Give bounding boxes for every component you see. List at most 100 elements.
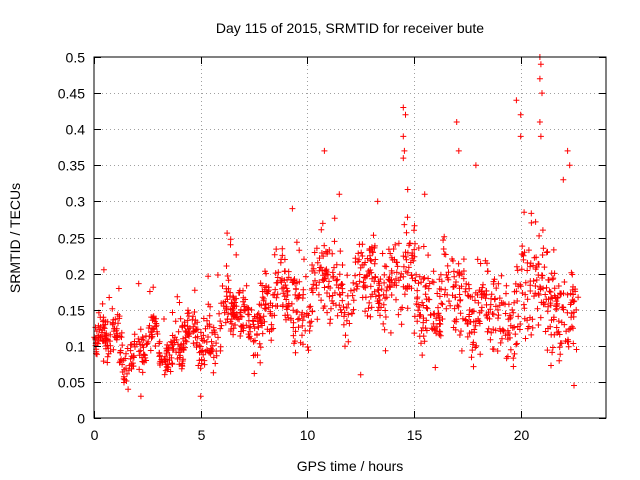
data-point <box>432 364 439 371</box>
data-point <box>387 329 394 336</box>
data-point <box>302 273 309 280</box>
data-point <box>310 281 317 288</box>
data-point <box>339 262 346 268</box>
data-point <box>509 324 516 331</box>
data-point <box>111 333 118 340</box>
data-point <box>375 278 382 285</box>
data-point <box>197 343 204 350</box>
data-point <box>217 325 224 332</box>
x-tick-label: 0 <box>91 427 99 443</box>
data-point <box>436 314 443 321</box>
data-point <box>193 344 200 351</box>
data-point <box>161 316 167 322</box>
data-point <box>200 315 207 322</box>
data-point <box>223 288 230 295</box>
data-point <box>490 281 497 287</box>
data-point <box>423 296 430 303</box>
data-point <box>110 346 117 353</box>
data-point <box>386 274 393 281</box>
data-point <box>321 284 328 291</box>
data-point <box>458 328 464 335</box>
data-point <box>154 328 160 335</box>
data-point <box>535 322 542 328</box>
data-point <box>540 245 547 252</box>
data-point <box>242 307 249 314</box>
data-point <box>237 333 244 339</box>
data-point <box>400 263 407 270</box>
data-point <box>196 357 203 364</box>
data-point <box>299 322 306 329</box>
data-point <box>349 310 356 317</box>
data-point <box>156 360 163 367</box>
data-point <box>191 309 198 315</box>
data-point <box>470 363 477 370</box>
data-point <box>466 313 472 320</box>
data-point <box>417 311 424 318</box>
data-point <box>352 259 359 266</box>
data-point <box>512 331 519 338</box>
data-point <box>440 246 447 252</box>
data-point <box>541 264 548 271</box>
data-point <box>398 321 405 328</box>
data-point <box>342 343 348 350</box>
data-point <box>440 237 447 244</box>
data-point <box>301 256 307 263</box>
data-point <box>438 278 445 285</box>
data-point <box>190 313 196 320</box>
data-point <box>535 290 542 297</box>
plot-frame <box>93 56 607 419</box>
data-point <box>255 310 262 317</box>
data-point <box>500 300 507 307</box>
data-point <box>290 332 297 339</box>
data-point <box>402 249 409 256</box>
data-point <box>478 307 485 314</box>
data-point <box>204 317 210 324</box>
y-tick-label: 0.15 <box>58 303 85 319</box>
data-point <box>498 272 505 279</box>
data-point <box>551 285 558 292</box>
data-point <box>293 279 300 286</box>
data-point <box>122 355 129 362</box>
data-point <box>213 340 220 347</box>
data-point <box>254 331 260 337</box>
data-point <box>290 324 297 331</box>
data-point <box>212 360 219 367</box>
data-point <box>162 361 169 368</box>
data-point <box>387 250 394 257</box>
data-point <box>256 301 263 308</box>
data-point <box>518 266 525 273</box>
data-point <box>375 287 382 294</box>
data-point <box>532 218 539 225</box>
data-point <box>421 274 428 281</box>
data-point <box>257 359 264 366</box>
data-point <box>575 294 582 301</box>
data-point <box>491 276 498 283</box>
data-point <box>460 268 467 274</box>
data-point <box>136 366 143 373</box>
data-point <box>222 319 229 326</box>
data-point <box>487 336 494 343</box>
data-point <box>555 328 562 335</box>
data-point <box>186 330 193 337</box>
data-point <box>241 303 248 310</box>
data-point <box>280 284 287 291</box>
data-point <box>367 252 373 259</box>
data-point <box>534 305 541 312</box>
data-point <box>240 325 247 332</box>
data-point <box>356 271 363 278</box>
data-point <box>284 312 291 318</box>
data-point <box>182 328 189 334</box>
data-point <box>496 295 503 302</box>
data-point <box>291 340 297 347</box>
data-point <box>329 250 336 257</box>
data-point <box>533 254 540 261</box>
data-point <box>468 354 475 361</box>
data-point <box>275 269 282 276</box>
data-point <box>227 306 234 313</box>
data-point <box>284 276 291 283</box>
data-point <box>257 314 264 321</box>
data-point <box>109 305 116 312</box>
data-point <box>185 331 192 338</box>
data-point <box>540 299 547 306</box>
